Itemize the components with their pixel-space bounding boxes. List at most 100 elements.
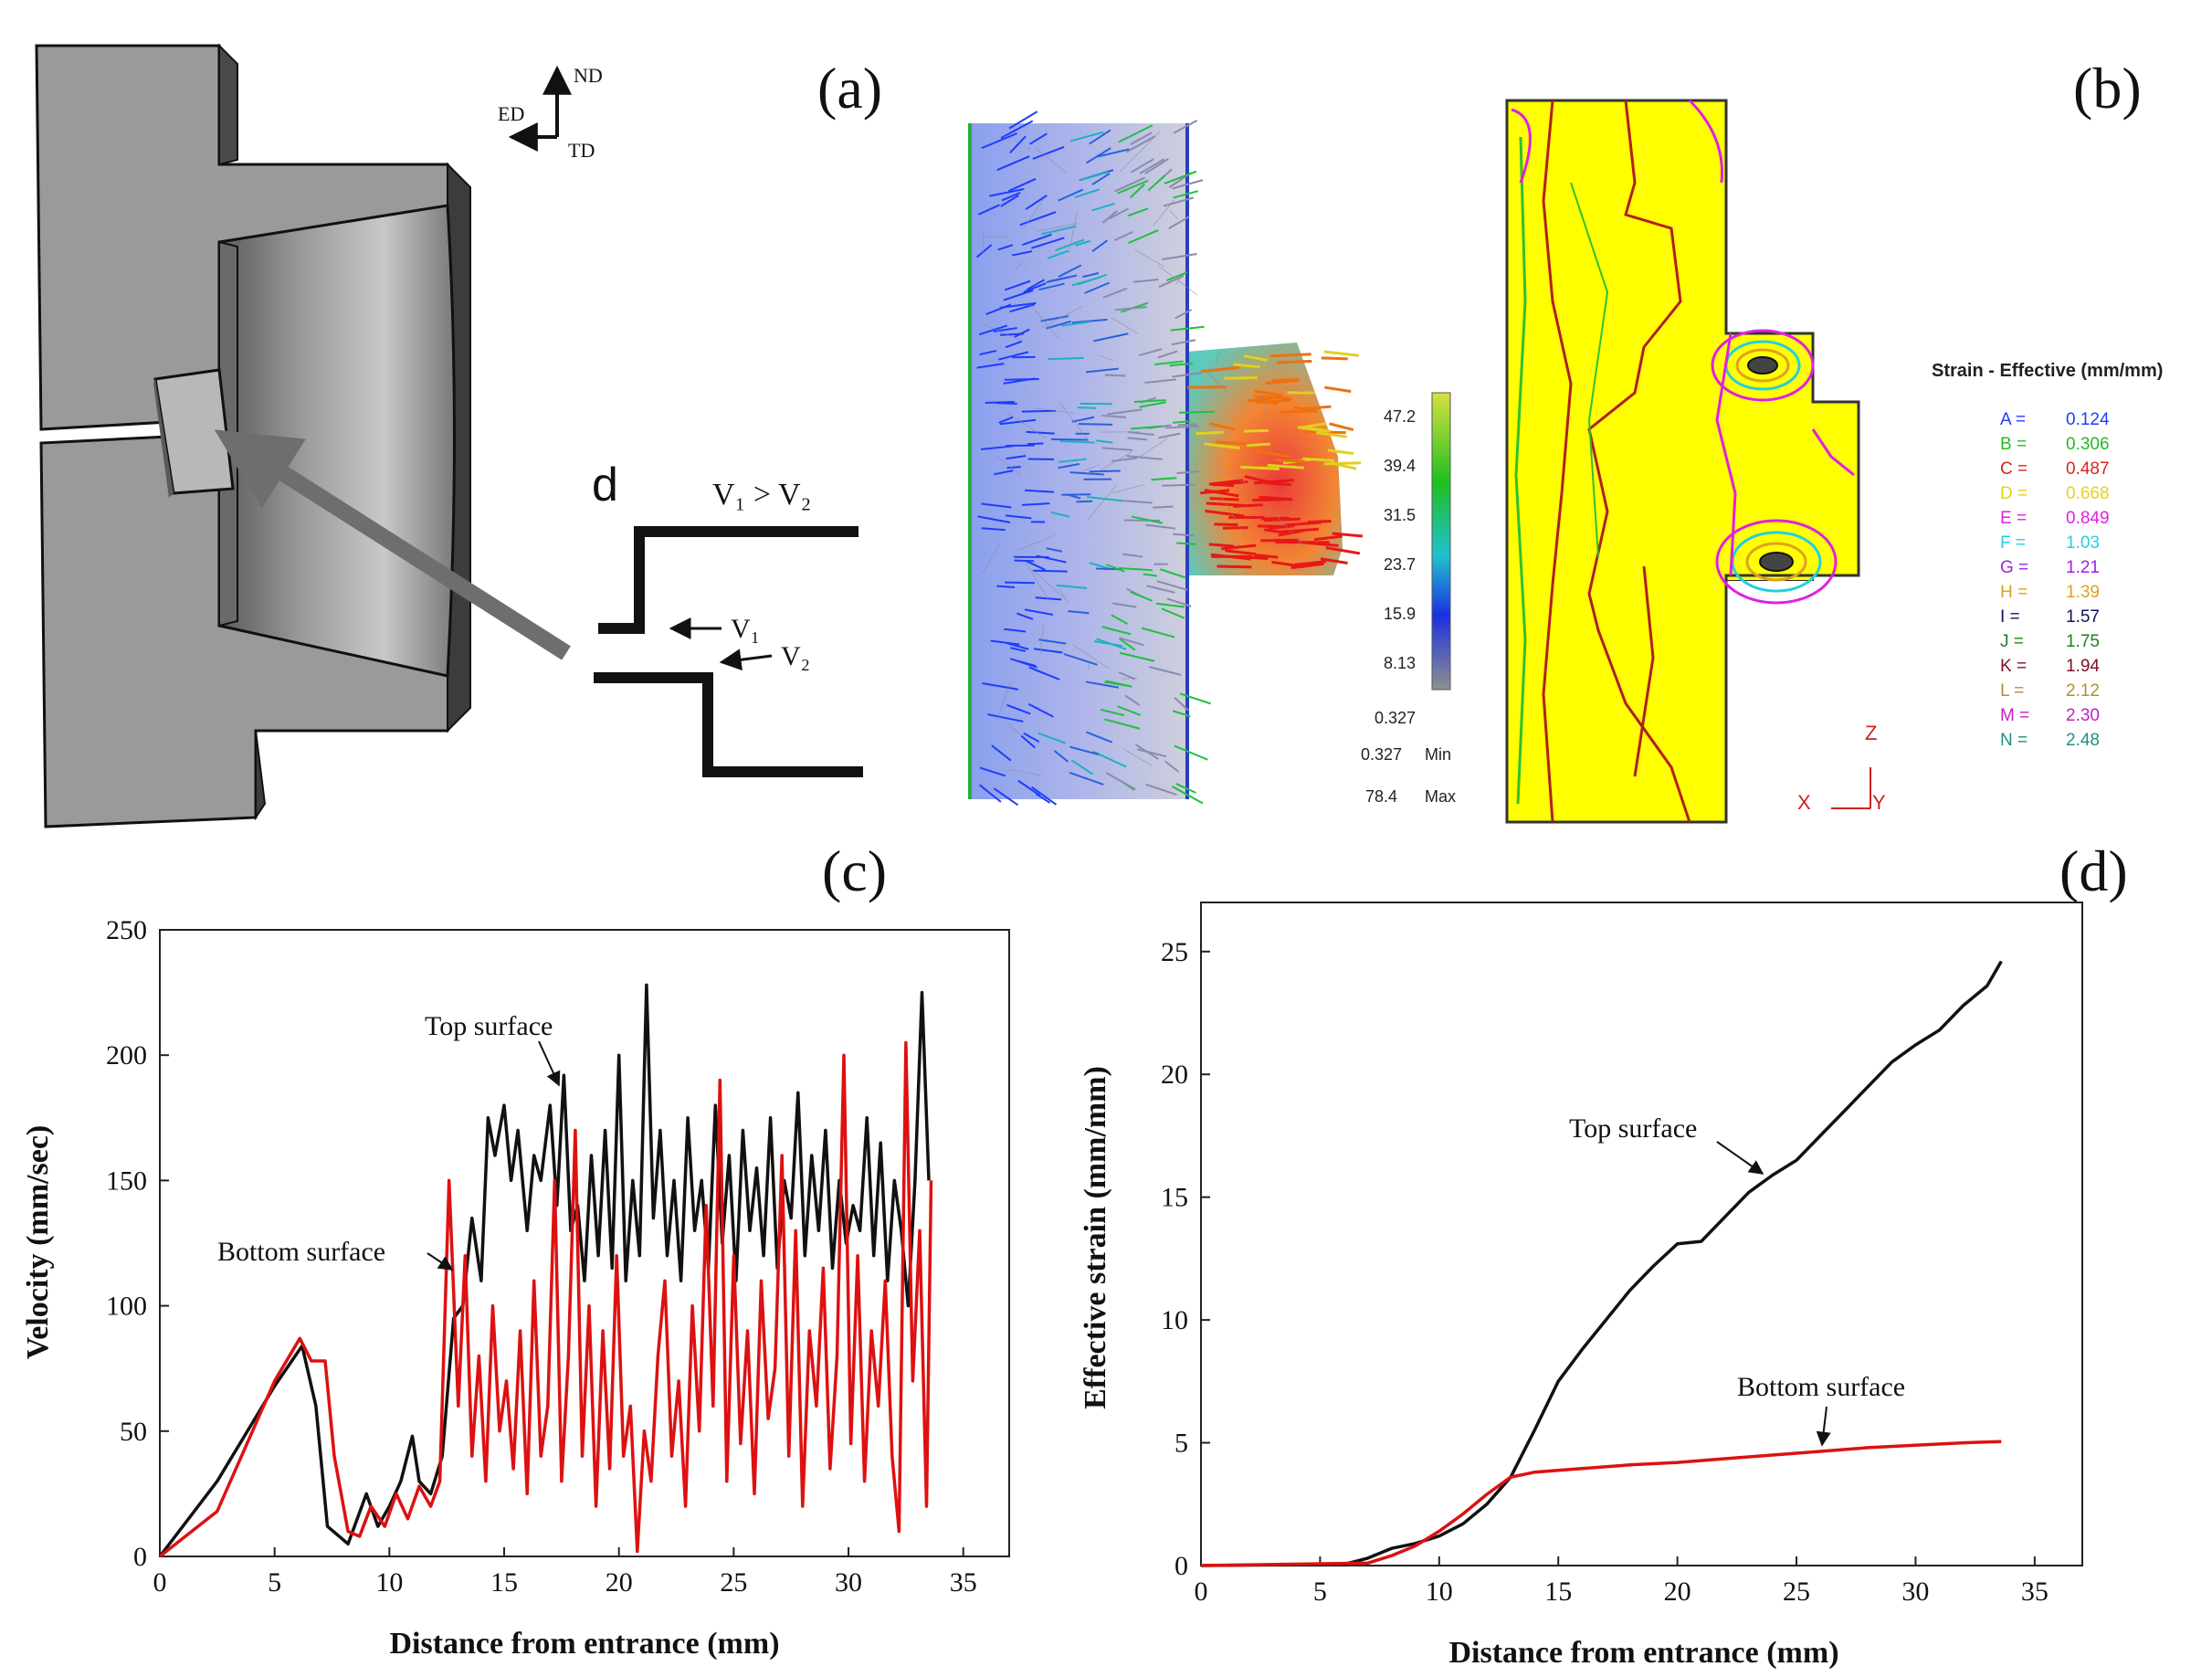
- y-tick-label-d: 15: [1161, 1183, 1188, 1213]
- series-line-bottom-surface-d: [1200, 1440, 2002, 1567]
- velocity-vector: [1101, 626, 1132, 636]
- velocity-vector: [1126, 135, 1155, 153]
- velocity-vector: [1145, 783, 1177, 796]
- velocity-vector: [1280, 409, 1312, 414]
- velocity-vector: [1321, 356, 1348, 361]
- mesh-edge: [1037, 223, 1078, 232]
- scale-max-label: Max: [1425, 787, 1456, 806]
- velocity-vector: [1101, 447, 1132, 451]
- velocity-vector: [1022, 233, 1052, 246]
- velocity-vector: [977, 204, 1000, 216]
- velocity-vector: [1161, 607, 1185, 619]
- velocity-vector: [1055, 238, 1085, 252]
- velocity-vector: [1141, 627, 1175, 638]
- velocity-vector: [1076, 500, 1093, 503]
- mesh-edge: [1216, 466, 1248, 485]
- velocity-vector: [1100, 708, 1125, 717]
- mesh-edge: [981, 543, 1001, 575]
- velocity-vector: [1294, 560, 1327, 566]
- velocity-vector: [1151, 477, 1177, 481]
- velocity-vector: [1000, 195, 1019, 207]
- mesh-edge: [995, 455, 1022, 476]
- velocity-vector: [1320, 557, 1348, 564]
- velocity-vector: [1026, 279, 1046, 290]
- mesh-edge: [1025, 561, 1049, 601]
- velocity-vector: [1001, 191, 1021, 202]
- velocity-vector: [1332, 532, 1364, 538]
- mesh-edge: [1207, 372, 1227, 393]
- x-tick-label-c: 0: [153, 1567, 167, 1598]
- legend-key: J =: [2000, 632, 2024, 651]
- mesh-edge: [1094, 451, 1132, 475]
- annotation-top-surface-c: Top surface: [425, 1011, 553, 1041]
- velocity-vector: [1233, 363, 1260, 369]
- y-tick-label-d: 0: [1174, 1551, 1188, 1581]
- legend-key: C =: [2000, 459, 2028, 479]
- velocity-vector: [1254, 389, 1283, 397]
- axis-z-label: Z: [1865, 722, 1877, 744]
- legend-key: H =: [2000, 583, 2028, 602]
- velocity-vector: [1091, 239, 1109, 253]
- velocity-vector: [1046, 274, 1078, 284]
- velocity-vector: [1253, 479, 1294, 485]
- velocity-vector: [1217, 564, 1252, 569]
- velocity-vector: [979, 324, 1008, 336]
- y-axis-label-c: Velocity (mm/sec): [21, 1125, 55, 1359]
- velocity-vector: [1089, 129, 1111, 145]
- velocity-vector: [1148, 666, 1182, 676]
- x-axis-label-d: Distance from entrance (mm): [1448, 1636, 1838, 1670]
- x-tick-label-d: 20: [1664, 1577, 1691, 1607]
- velocity-vector: [1019, 211, 1057, 227]
- velocity-vector: [1005, 581, 1035, 585]
- y-tick-label-d: 25: [1161, 937, 1188, 967]
- orientation-axes: ND ED TD: [498, 64, 603, 162]
- velocity-vector: [1176, 542, 1196, 545]
- velocity-vector: [1253, 395, 1292, 400]
- velocity-vector: [1196, 430, 1224, 436]
- velocity-vector: [1040, 315, 1069, 322]
- velocity-vector: [1172, 372, 1202, 378]
- velocity-vector: [1105, 772, 1136, 791]
- mesh-edge: [1119, 131, 1161, 173]
- mesh-edge: [1039, 622, 1045, 655]
- legend-key: L =: [2000, 681, 2024, 701]
- velocity-vector: [1008, 111, 1038, 130]
- velocity-vector: [1250, 448, 1290, 459]
- mesh-edge: [1123, 748, 1153, 766]
- velocity-vector: [1170, 325, 1205, 332]
- velocity-vector: [1315, 431, 1348, 438]
- legend-value: 0.487: [2066, 459, 2110, 479]
- chart-d: (d) 0 5 10 15 20 25 30 35 0 5 10 15 20 25 Distance fr…: [1079, 838, 2128, 1670]
- velocity-vector: [1058, 188, 1084, 202]
- velocity-vector: [1164, 425, 1199, 429]
- velocity-vector: [1133, 399, 1166, 404]
- legend-value: 1.39: [2066, 583, 2100, 602]
- velocity-vector: [1325, 546, 1361, 555]
- axis-ed-label: ED: [498, 102, 524, 125]
- velocity-vector: [1086, 731, 1113, 744]
- velocity-vector: [1205, 509, 1245, 518]
- mesh-edge: [1215, 352, 1220, 364]
- axis-y-label: Y: [1872, 791, 1886, 814]
- velocity-vector: [1243, 354, 1268, 362]
- panel-c-label: (c): [822, 838, 887, 903]
- velocity-vector: [1058, 463, 1080, 469]
- legend-key: K =: [2000, 657, 2027, 676]
- velocity-vector: [1050, 512, 1070, 518]
- legend-key: D =: [2000, 484, 2028, 503]
- mesh-edge: [1032, 569, 1069, 603]
- velocity-vector: [993, 787, 1019, 807]
- y-tick-label-c: 250: [106, 915, 147, 945]
- velocity-vector: [1139, 158, 1165, 174]
- velocity-vector: [1069, 772, 1104, 786]
- velocity-vector: [1085, 367, 1119, 374]
- velocity-vector: [1104, 680, 1132, 688]
- velocity-vector: [1174, 309, 1192, 320]
- velocity-vector: [997, 351, 1029, 361]
- velocity-vector: [1143, 573, 1157, 577]
- legend-key: A =: [2000, 410, 2026, 429]
- x-tick-label-d: 0: [1195, 1577, 1208, 1607]
- mesh-edge: [1139, 438, 1167, 458]
- velocity-vector: [1060, 321, 1090, 327]
- velocity-vector: [1124, 694, 1141, 706]
